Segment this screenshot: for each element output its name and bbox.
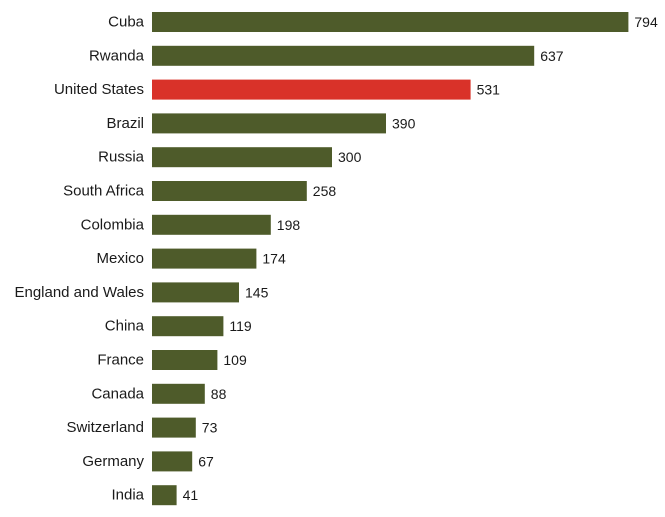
bar-france xyxy=(152,350,218,370)
value-label-brazil: 390 xyxy=(392,115,416,131)
value-label-india: 41 xyxy=(183,487,199,503)
value-label-mexico: 174 xyxy=(262,251,286,267)
value-label-colombia: 198 xyxy=(277,217,301,233)
value-label-france: 109 xyxy=(223,352,247,368)
value-label-germany: 67 xyxy=(198,453,214,469)
category-label-rwanda: Rwanda xyxy=(89,47,145,64)
value-label-canada: 88 xyxy=(211,386,227,402)
category-label-china: China xyxy=(105,318,145,335)
value-label-china: 119 xyxy=(229,318,252,334)
bar-russia xyxy=(152,147,332,168)
bar-canada xyxy=(152,383,205,404)
bar-germany xyxy=(152,451,193,472)
category-label-brazil: Brazil xyxy=(106,115,144,132)
bar-south-africa xyxy=(152,181,307,201)
value-label-rwanda: 637 xyxy=(540,48,564,64)
bars-group xyxy=(152,12,629,506)
category-label-germany: Germany xyxy=(82,453,144,470)
bar-england-and-wales xyxy=(152,282,239,303)
bar-mexico xyxy=(152,248,257,269)
category-label-switzerland: Switzerland xyxy=(66,419,144,436)
value-label-south-africa: 258 xyxy=(313,183,337,199)
bar-china xyxy=(152,316,224,337)
bar-united-states xyxy=(152,79,471,100)
value-label-england-and-wales: 145 xyxy=(245,284,269,300)
category-label-russia: Russia xyxy=(98,149,145,166)
category-label-colombia: Colombia xyxy=(81,216,145,233)
bar-rwanda xyxy=(152,45,535,66)
bar-cuba xyxy=(152,12,629,32)
bar-india xyxy=(152,485,177,506)
category-label-mexico: Mexico xyxy=(96,250,144,267)
value-label-switzerland: 73 xyxy=(202,420,218,436)
category-label-france: France xyxy=(97,352,144,369)
category-label-canada: Canada xyxy=(91,385,144,402)
value-label-cuba: 794 xyxy=(634,14,658,30)
category-label-cuba: Cuba xyxy=(108,14,145,31)
value-label-united-states: 531 xyxy=(477,82,501,98)
category-label-united-states: United States xyxy=(54,81,144,98)
category-label-south-africa: South Africa xyxy=(63,183,145,200)
value-labels-group: 794 637 531 390 300 258 198 174 145 119 109 88 73 67 4… xyxy=(183,14,658,503)
category-labels-group: Cuba Rwanda United States Brazil Russia South… xyxy=(14,14,144,504)
bar-switzerland xyxy=(152,417,196,438)
bar-colombia xyxy=(152,214,271,235)
value-label-russia: 300 xyxy=(338,149,362,165)
category-label-india: India xyxy=(111,487,144,504)
bar-brazil xyxy=(152,113,386,134)
category-label-england-and-wales: England and Wales xyxy=(14,284,144,301)
